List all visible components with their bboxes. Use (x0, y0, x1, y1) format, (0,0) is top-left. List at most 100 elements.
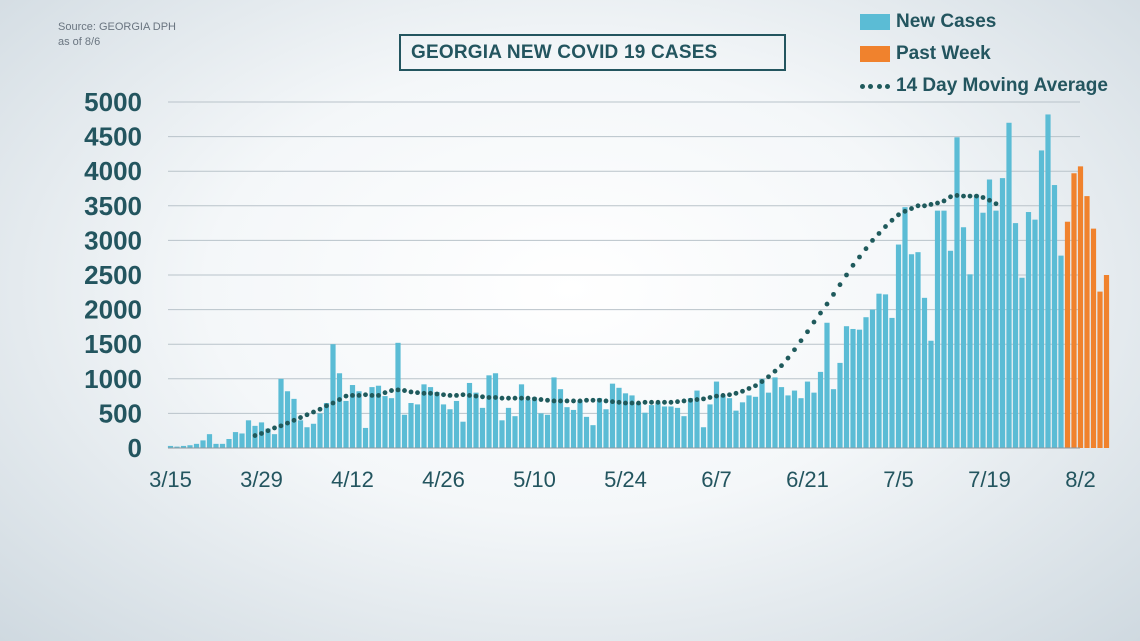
moving-average-point (896, 212, 901, 218)
bar-new-cases (512, 416, 518, 448)
legend: New Cases Past Week 14 Day Moving Averag… (860, 6, 1108, 102)
bar-new-cases (921, 297, 928, 448)
bar-new-cases (531, 397, 538, 448)
moving-average-point (967, 193, 973, 199)
bar-new-cases (388, 398, 395, 448)
moving-average-point (636, 400, 641, 406)
bar-new-cases (967, 274, 973, 448)
moving-average-point (584, 397, 589, 403)
bar-new-cases (661, 406, 668, 448)
bar-past-week (1077, 166, 1084, 448)
bar-new-cases (980, 212, 986, 448)
source-line: Source: GEORGIA DPH (58, 21, 176, 33)
moving-average-point (603, 398, 609, 404)
bar-new-cases (557, 389, 564, 448)
moving-average-point (629, 400, 635, 406)
bar-new-cases (486, 375, 492, 448)
moving-average-point (850, 262, 856, 268)
moving-average-point (928, 202, 934, 207)
bar-new-cases (629, 395, 635, 448)
bar-new-cases (278, 378, 284, 448)
moving-average-point (766, 374, 771, 380)
legend-label-moving-average: 14 Day Moving Average (896, 75, 1108, 96)
moving-average-point (980, 195, 986, 200)
bar-new-cases (863, 317, 869, 448)
moving-average-point (382, 390, 388, 396)
bar-new-cases (713, 381, 720, 448)
bar-new-cases (1045, 114, 1051, 449)
moving-average-point (675, 399, 680, 405)
moving-average-point (688, 397, 693, 403)
moving-average-point (467, 393, 472, 398)
moving-average-point (857, 254, 862, 260)
bar-new-cases (759, 378, 765, 448)
moving-average-point (454, 393, 459, 398)
bar-new-cases (902, 207, 908, 448)
moving-average-point (389, 388, 394, 393)
bar-new-cases (492, 373, 499, 448)
bar-new-cases (304, 427, 310, 448)
bar-new-cases (843, 326, 850, 448)
y-tick-label: 5000 (84, 87, 142, 117)
moving-average-point (694, 397, 700, 402)
bar-new-cases (265, 428, 271, 448)
bar-new-cases (356, 391, 362, 448)
bar-new-cases (596, 398, 603, 448)
bar-new-cases (869, 309, 876, 448)
bar-new-cases (733, 410, 739, 448)
bar-new-cases (947, 250, 954, 448)
bar-new-cases (622, 393, 629, 448)
moving-average-point (408, 389, 414, 395)
bar-new-cases (694, 390, 700, 448)
bar-new-cases (174, 446, 180, 448)
bar-new-cases (804, 381, 811, 448)
bar-new-cases (427, 387, 434, 448)
bar-new-cases (219, 443, 226, 448)
moving-average-point (831, 291, 836, 297)
moving-average-point (902, 208, 908, 214)
bar-new-cases (681, 416, 687, 448)
moving-average-point (610, 399, 615, 405)
y-tick-label: 3500 (84, 191, 142, 221)
moving-average-point (714, 393, 719, 399)
moving-average-point (434, 391, 440, 397)
y-tick-label: 2000 (84, 295, 142, 325)
bar-past-week (1097, 291, 1103, 448)
bar-new-cases (798, 398, 804, 448)
moving-average-point (285, 420, 290, 426)
bar-new-cases (752, 396, 759, 448)
bar-new-cases (193, 443, 200, 448)
y-axis-ticks: 0 500 1000 1500 2000 2500 3000 3500 4000 4500 5000 (84, 87, 142, 463)
moving-average-point (785, 355, 791, 361)
y-tick-label: 0 (128, 433, 142, 463)
moving-average-point (304, 412, 310, 418)
bar-new-cases (187, 445, 193, 448)
bar-new-cases (928, 340, 934, 448)
chart-title: GEORGIA NEW COVID 19 CASES (399, 34, 786, 71)
bar-new-cases (1051, 185, 1058, 449)
moving-average-point (525, 395, 531, 401)
moving-average-point (265, 428, 271, 434)
x-tick-label: 7/19 (968, 467, 1011, 492)
legend-swatch-moving-average (860, 83, 890, 89)
moving-average-point (811, 319, 817, 325)
bar-new-cases (460, 421, 466, 448)
moving-average-point (844, 272, 849, 278)
bar-new-cases (551, 377, 557, 448)
bar-new-cases (245, 420, 252, 448)
moving-average-point (805, 329, 810, 335)
bar-new-cases (200, 440, 206, 448)
moving-average-point (935, 200, 940, 206)
moving-average-point (252, 433, 258, 438)
bar-new-cases (915, 252, 921, 448)
bar-new-cases (934, 210, 941, 448)
bar-new-cases (1006, 122, 1012, 448)
moving-average-point (779, 363, 784, 369)
moving-average-point (837, 282, 843, 288)
moving-average-point (701, 396, 706, 402)
bar-past-week (1090, 228, 1097, 448)
moving-average-point (337, 397, 342, 402)
moving-average-point (993, 201, 999, 207)
moving-average-point (792, 347, 797, 353)
